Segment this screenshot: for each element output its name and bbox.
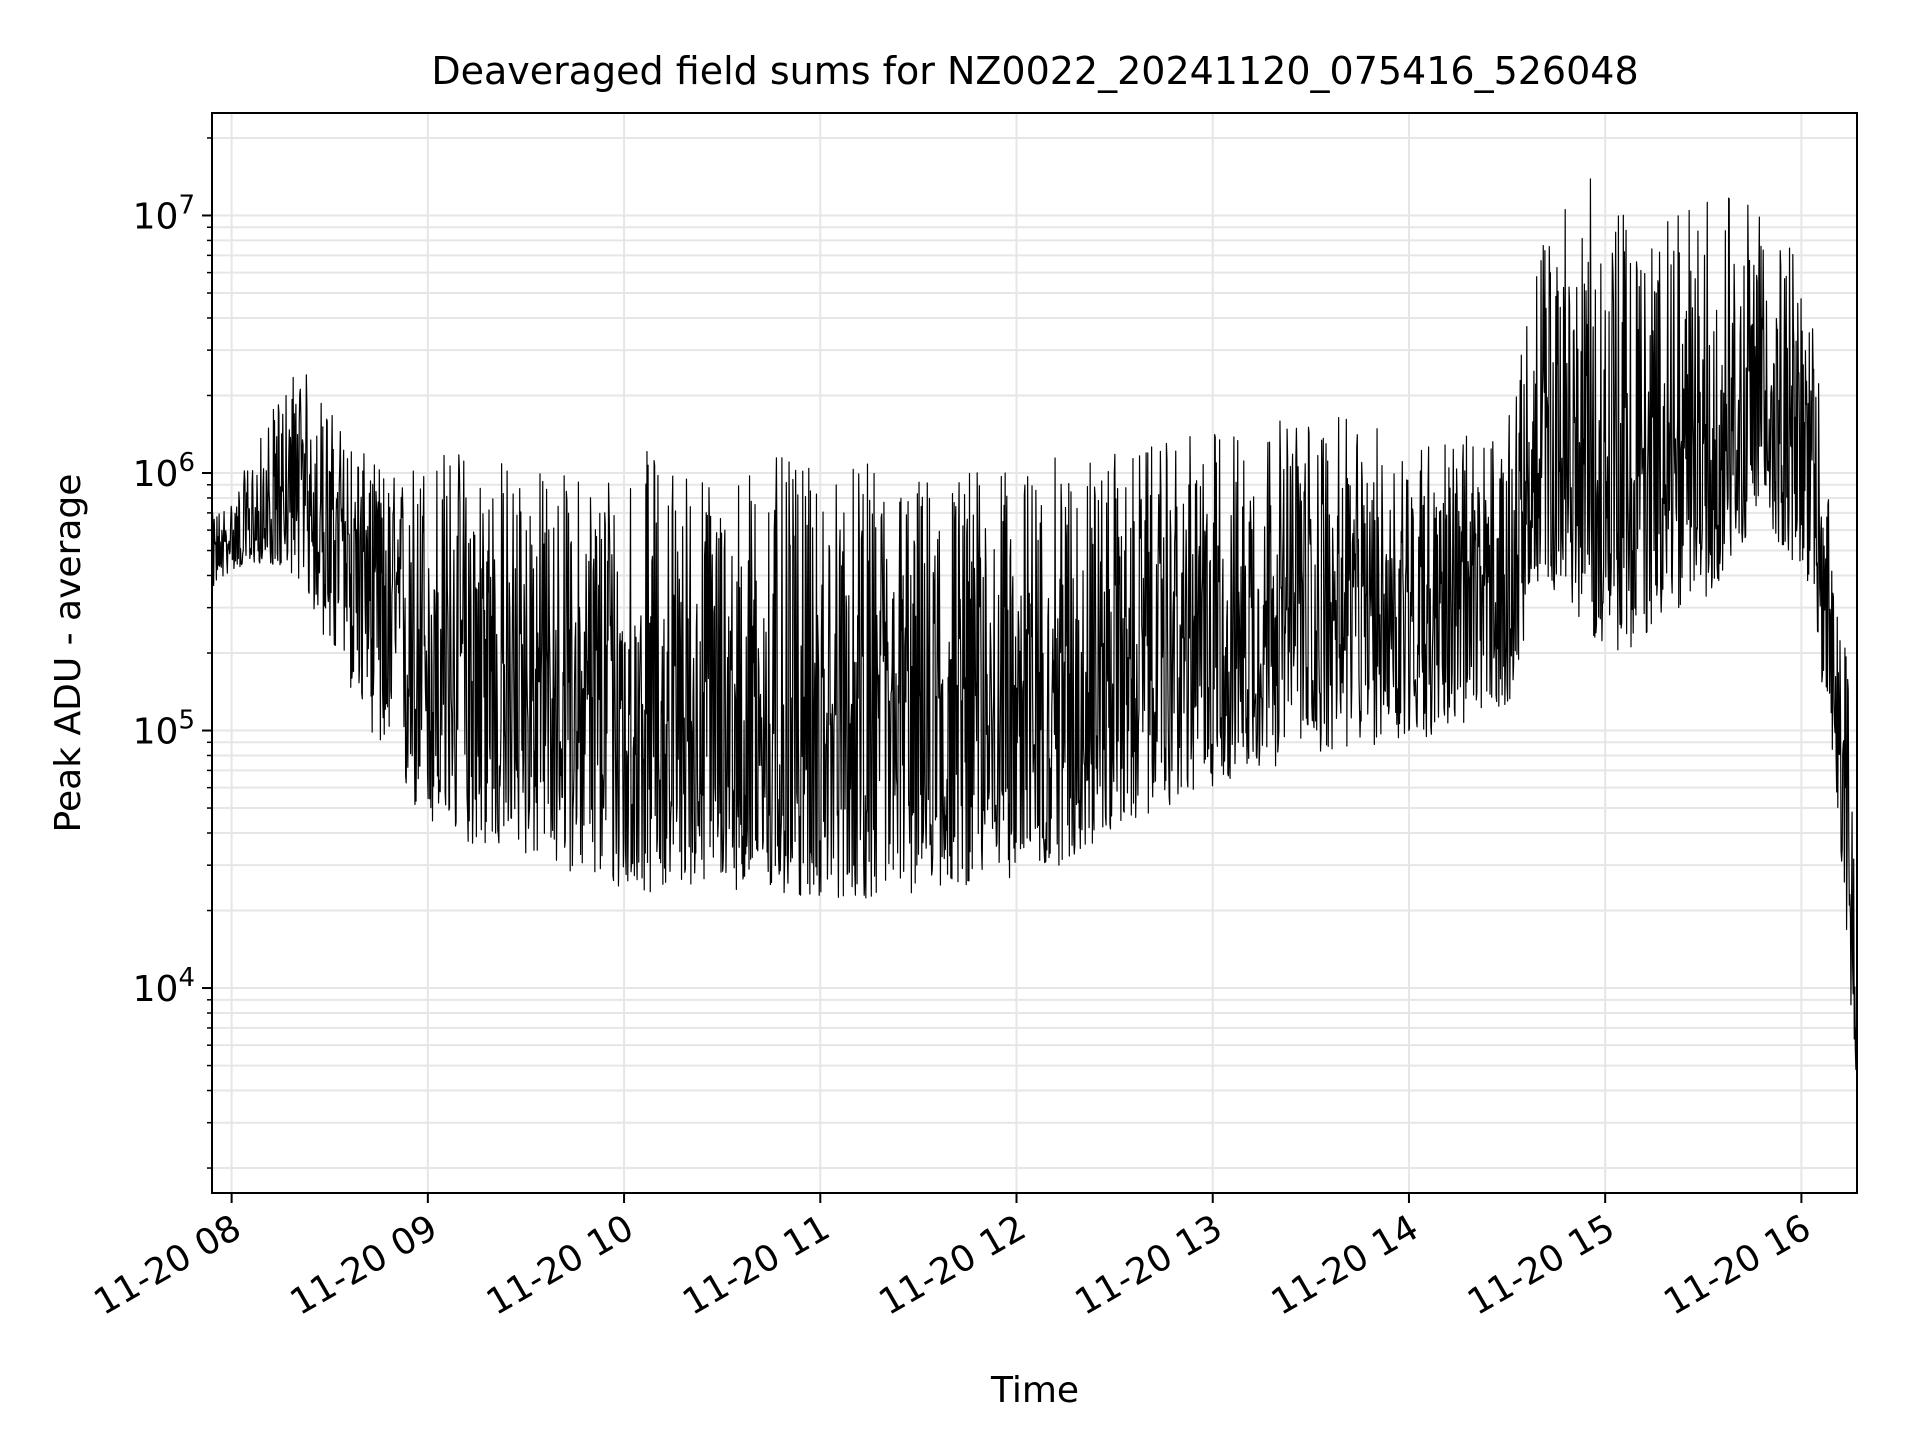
x-axis: 11-20 08 11-20 09 11-20 10 11-20 11 11-20 12…	[87, 1193, 1818, 1324]
x-axis-label: Time	[990, 1370, 1079, 1411]
x-tick-label: 11-20 09	[284, 1207, 445, 1323]
y-tick-label: 106	[133, 448, 195, 495]
x-tick-label: 11-20 15	[1461, 1207, 1622, 1323]
series-line	[211, 178, 1858, 1110]
x-tick-label: 11-20 13	[1069, 1207, 1230, 1323]
y-tick-label: 105	[133, 706, 195, 753]
grid	[212, 113, 1857, 1193]
x-tick-label: 11-20 14	[1265, 1207, 1426, 1323]
x-tick-label: 11-20 12	[872, 1207, 1033, 1323]
chart-title: Deaveraged field sums for NZ0022_2024112…	[431, 49, 1638, 93]
x-tick-label: 11-20 08	[87, 1207, 248, 1323]
y-tick-label: 107	[133, 190, 195, 237]
x-tick-label: 11-20 11	[676, 1207, 837, 1323]
y-axis-label: Peak ADU - average	[48, 474, 89, 833]
x-tick-label: 11-20 16	[1657, 1207, 1818, 1323]
data-line	[211, 178, 1858, 1110]
y-axis: 104 105 106 107	[133, 137, 212, 1169]
y-tick-label: 104	[133, 963, 195, 1010]
x-tick-label: 11-20 10	[480, 1207, 641, 1323]
